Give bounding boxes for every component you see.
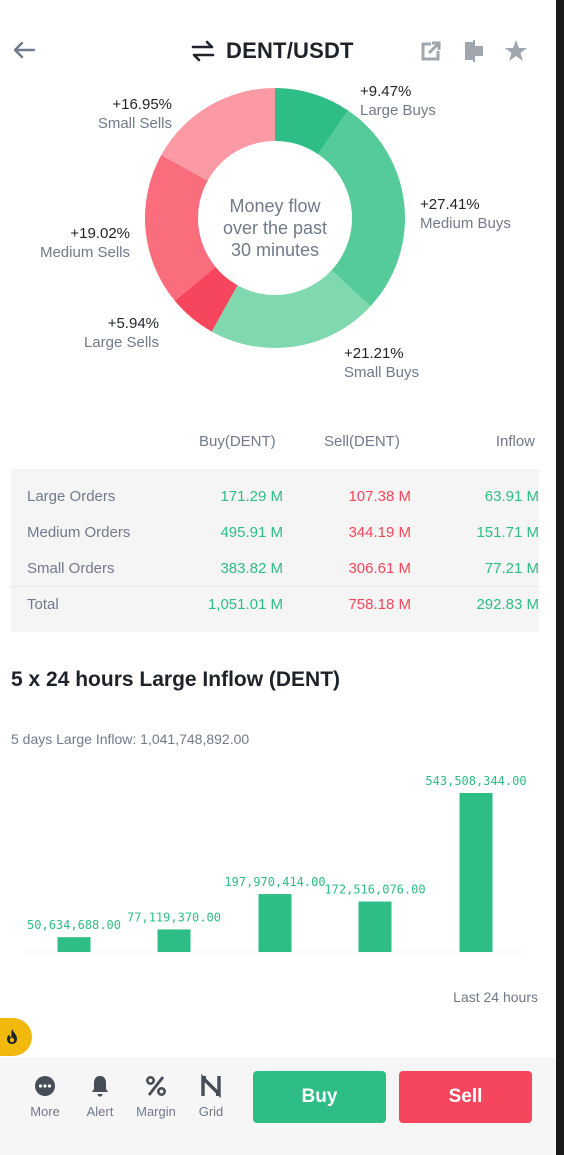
favorite-button[interactable]: [503, 38, 529, 64]
sell-value: 758.18 M: [348, 596, 411, 613]
large-inflow-bar-chart: 50,634,688.00 77,119,370.00 197,970,414.00…: [0, 760, 556, 980]
bar-5: [459, 793, 493, 952]
share-button[interactable]: [418, 38, 444, 64]
screen-edge: [556, 0, 564, 1155]
bell-icon: [92, 1076, 108, 1097]
bar-value-label: 77,119,370.00: [127, 910, 221, 924]
bar-value-label: 197,970,414.00: [224, 875, 325, 889]
buy-value: 383.82 M: [220, 560, 283, 577]
buy-value: 495.91 M: [220, 524, 283, 541]
donut-slice-large-buys: [275, 88, 348, 155]
segment-name: Medium Sells: [39, 244, 130, 261]
row-label: Small Orders: [27, 560, 115, 577]
column-header-inflow: Inflow: [495, 433, 535, 450]
grid-bot-icon: [201, 1074, 221, 1098]
donut-slice-medium-buys: [318, 110, 405, 307]
external-link-icon: [421, 41, 441, 61]
segment-name: Small Sells: [97, 115, 172, 132]
bar-1: [57, 937, 91, 952]
nav-grid[interactable]: Grid: [187, 1074, 235, 1119]
nav-label: Grid: [198, 1104, 224, 1119]
center-line-3: 30 minutes: [230, 240, 320, 260]
sell-value: 306.61 M: [348, 560, 411, 577]
table-row: Small Orders 383.82 M 306.61 M 77.21 M: [11, 551, 539, 587]
star-icon: [505, 40, 527, 61]
inflow-value: 151.71 M: [476, 524, 539, 541]
nav-label: Alert: [86, 1104, 114, 1119]
pair-switcher[interactable]: DENT/USDT: [190, 36, 354, 66]
donut-slice-small-buys: [211, 270, 371, 348]
bar-4: [358, 901, 392, 952]
label-medium-buys: +27.41% Medium Buys: [420, 195, 511, 233]
bottom-action-bar: More Alert Margin Grid Buy Sell: [0, 1058, 556, 1155]
label-small-buys: +21.21% Small Buys: [344, 344, 419, 382]
arrow-left-icon: [13, 41, 36, 59]
percent-icon: [145, 1075, 167, 1097]
bar-3: [258, 894, 292, 952]
nav-more[interactable]: More: [21, 1074, 69, 1119]
donut-slice-medium-sells: [144, 155, 216, 301]
row-label: Large Orders: [27, 488, 116, 505]
bar-2: [157, 929, 191, 952]
nav-label: Margin: [136, 1104, 176, 1119]
segment-pct: +19.02%: [70, 225, 130, 242]
bar-value-label: 543,508,344.00: [425, 774, 526, 788]
nav-label: More: [30, 1104, 60, 1119]
hot-badge-button[interactable]: [0, 1018, 32, 1056]
sell-value: 344.19 M: [348, 524, 411, 541]
inflow-value: 292.83 M: [476, 596, 539, 613]
segment-pct: +5.94%: [107, 315, 159, 332]
bar-chart-svg: 50,634,688.00 77,119,370.00 197,970,414.00…: [24, 774, 527, 953]
money-flow-donut: [144, 88, 405, 348]
label-large-sells: +5.94% Large Sells: [84, 314, 159, 352]
label-large-buys: +9.47% Large Buys: [360, 82, 436, 120]
column-header-buy: Buy(DENT): [199, 433, 276, 450]
center-line-2: over the past: [222, 218, 328, 238]
nav-margin[interactable]: Margin: [132, 1074, 180, 1119]
segment-name: Large Sells: [83, 334, 159, 351]
label-medium-sells: +19.02% Medium Sells: [40, 224, 130, 262]
header: DENT/USDT: [0, 30, 556, 72]
orders-table: Large Orders 171.29 M 107.38 M 63.91 M M…: [11, 469, 539, 632]
label-small-sells: +16.95% Small Sells: [98, 95, 172, 133]
fire-icon: [7, 1029, 17, 1044]
segment-name: Large Buys: [360, 102, 436, 119]
center-line-1: Money flow: [229, 196, 321, 216]
donut-slice-large-sells: [174, 266, 238, 332]
inflow-value: 77.21 M: [484, 560, 539, 577]
section-title: 5 x 24 hours Large Inflow (DENT): [11, 668, 341, 691]
buy-value: 1,051.01 M: [207, 596, 283, 613]
row-label: Medium Orders: [27, 524, 131, 541]
buy-value: 171.29 M: [220, 488, 283, 505]
nav-alert[interactable]: Alert: [76, 1074, 124, 1119]
segment-pct: +21.21%: [344, 345, 404, 362]
bar-value-label: 172,516,076.00: [324, 883, 425, 897]
sell-button[interactable]: Sell: [399, 1071, 532, 1123]
donut-slice-small-sells: [161, 88, 275, 181]
buy-button[interactable]: Buy: [253, 1071, 386, 1123]
chart-footer-label: Last 24 hours: [453, 989, 538, 1005]
segment-pct: +16.95%: [112, 96, 172, 113]
page-title: DENT/USDT: [226, 38, 354, 63]
table-row: Large Orders 171.29 M 107.38 M 63.91 M: [11, 479, 539, 515]
bar-value-label: 50,634,688.00: [27, 918, 121, 932]
segment-name: Small Buys: [344, 364, 420, 381]
layout-toggle-button[interactable]: [461, 38, 487, 64]
more-icon: [35, 1076, 55, 1096]
row-label: Total: [27, 596, 59, 613]
swap-arrows-icon: [191, 40, 215, 62]
segment-pct: +27.41%: [420, 196, 480, 213]
five-day-inflow-summary: 5 days Large Inflow: 1,041,748,892.00: [11, 731, 250, 747]
back-button[interactable]: [10, 36, 38, 64]
money-flow-chart: [0, 80, 556, 390]
money-flow-center-text: Money flow over the past 30 minutes: [205, 195, 345, 261]
sell-value: 107.38 M: [348, 488, 411, 505]
segment-pct: +9.47%: [360, 83, 412, 100]
table-row-total: Total 1,051.01 M 758.18 M 292.83 M: [11, 586, 539, 622]
column-header-sell: Sell(DENT): [324, 433, 400, 450]
segment-name: Medium Buys: [420, 215, 511, 232]
table-row: Medium Orders 495.91 M 344.19 M 151.71 M: [11, 515, 539, 551]
inflow-value: 63.91 M: [484, 488, 539, 505]
book-icon: [465, 40, 483, 62]
